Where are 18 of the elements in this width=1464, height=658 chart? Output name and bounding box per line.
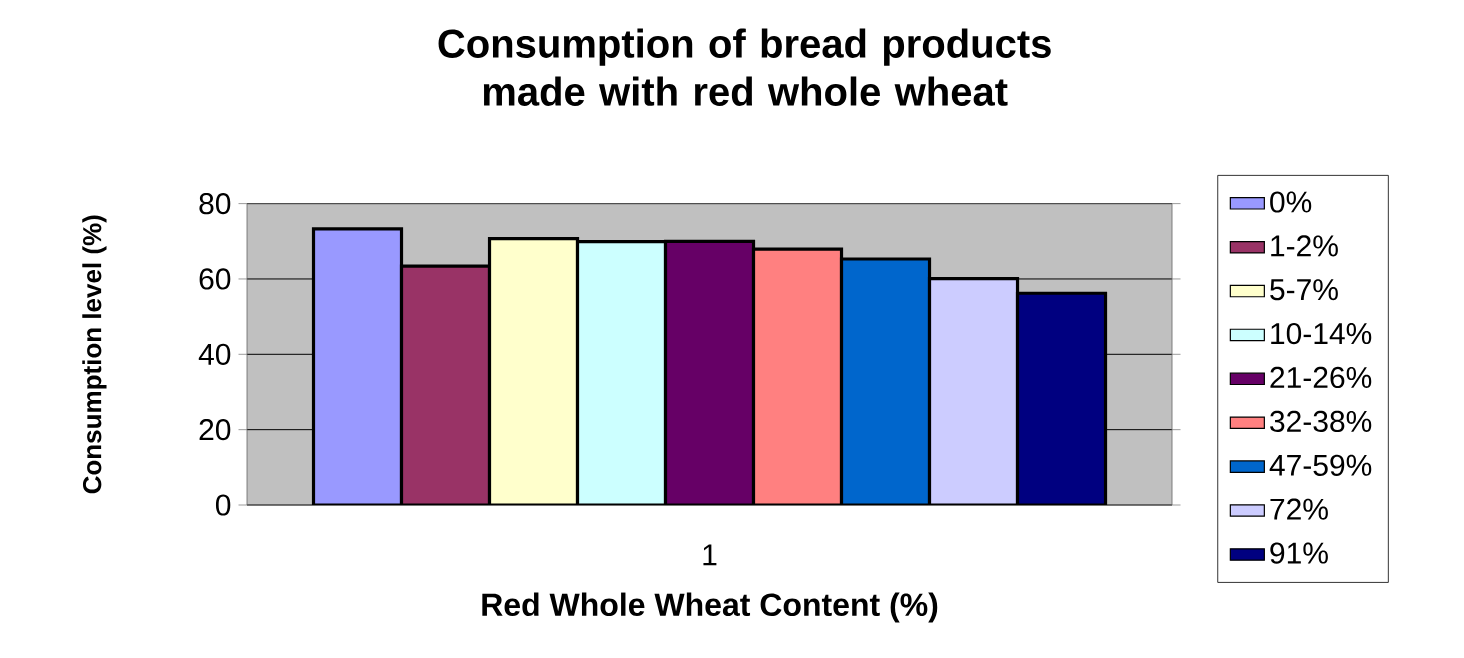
- legend-label: 21-26%: [1270, 366, 1372, 389]
- x-axis-title: Red Whole Wheat Content (%): [482, 592, 938, 623]
- y-tick-label: 60: [199, 268, 231, 290]
- x-tick-label: 1: [703, 544, 717, 566]
- legend-label: 5-7%: [1270, 279, 1338, 301]
- legend-label: 72%: [1270, 498, 1328, 520]
- legend-label: 47-59%: [1269, 454, 1372, 476]
- y-tick-label: 40: [198, 343, 231, 365]
- legend-label: 1-2%: [1271, 235, 1338, 257]
- legend-label: 10-14%: [1271, 322, 1372, 345]
- y-tick-label: 0: [215, 494, 231, 516]
- legend-label: 32-38%: [1270, 410, 1372, 432]
- legend-label: 91%: [1270, 542, 1328, 564]
- y-tick-label: 20: [199, 419, 231, 441]
- y-tick-label: 80: [199, 193, 231, 215]
- legend-label: 0%: [1270, 191, 1312, 213]
- y-axis-title: Consumption level (%): [82, 215, 107, 494]
- chart-title: Consumption of bread products made with red whole wheat: [438, 28, 1051, 106]
